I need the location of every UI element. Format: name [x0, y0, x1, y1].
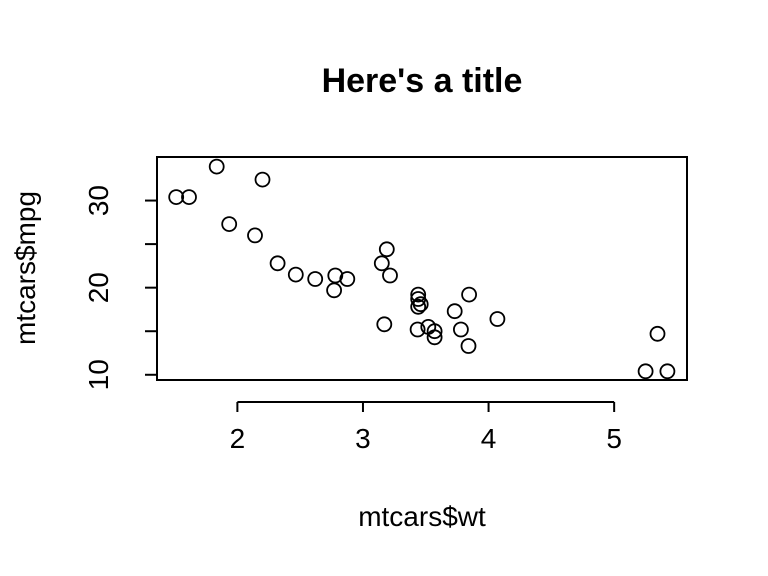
data-point: [452, 321, 469, 338]
data-point: [460, 338, 477, 354]
data-point: [382, 267, 398, 284]
data-point: [373, 255, 390, 272]
data-point: [446, 303, 463, 320]
chart-title: Here's a title: [322, 62, 523, 100]
data-point: [307, 271, 324, 287]
data-point: [208, 158, 225, 175]
data-point: [181, 189, 197, 206]
x-axis-label: mtcars$wt: [358, 501, 486, 532]
plot-frame: [156, 156, 688, 381]
data-point: [326, 282, 343, 299]
data-point: [426, 323, 443, 340]
x-tick-label: 5: [606, 423, 622, 454]
data-point: [659, 363, 676, 380]
y-tick-label: 10: [83, 359, 114, 390]
data-point: [221, 216, 238, 233]
data-point: [637, 363, 654, 380]
data-point: [287, 266, 304, 283]
data-point: [461, 286, 478, 303]
x-axis: 2 3 4 5: [230, 401, 622, 454]
x-tick-label: 4: [481, 423, 497, 454]
x-tick-label: 2: [230, 423, 246, 454]
y-tick-label: 30: [83, 185, 114, 216]
data-point: [410, 298, 427, 315]
data-point: [378, 241, 395, 258]
data-point: [327, 267, 344, 284]
data-point: [168, 189, 185, 206]
data-point: [376, 316, 393, 333]
data-point: [409, 321, 426, 338]
y-tick-label: 20: [83, 272, 114, 303]
data-point: [269, 255, 286, 272]
data-point: [254, 171, 271, 188]
data-point: [410, 286, 427, 303]
y-axis: 10 20 30: [83, 185, 158, 390]
points-layer: [168, 158, 676, 380]
y-axis-label: mtcars$mpg: [10, 191, 41, 345]
data-point: [247, 227, 263, 244]
data-point: [339, 271, 356, 287]
data-point: [649, 325, 666, 342]
x-tick-label: 3: [355, 423, 371, 454]
data-point: [412, 296, 429, 313]
data-point: [489, 311, 506, 327]
